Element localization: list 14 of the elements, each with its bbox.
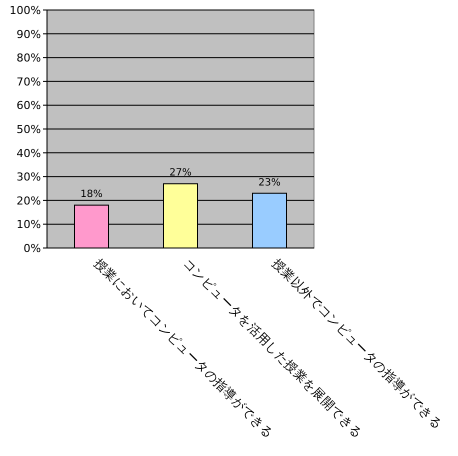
y-tick-label: 20% <box>16 194 41 208</box>
y-tick-label: 50% <box>16 123 41 136</box>
data-label: 18% <box>80 189 103 200</box>
y-tick-label: 70% <box>16 75 41 88</box>
y-tick-label: 60% <box>16 99 41 112</box>
y-tick-label: 30% <box>16 170 41 184</box>
data-label: 27% <box>169 168 192 179</box>
y-tick-label: 0% <box>24 242 41 255</box>
y-tick-label: 80% <box>16 52 41 65</box>
y-tick-label: 90% <box>16 28 41 41</box>
y-tick-label: 40% <box>16 146 41 160</box>
y-tick-label: 100% <box>10 4 41 17</box>
data-label: 23% <box>258 177 281 188</box>
y-tick-label: 10% <box>16 218 41 232</box>
